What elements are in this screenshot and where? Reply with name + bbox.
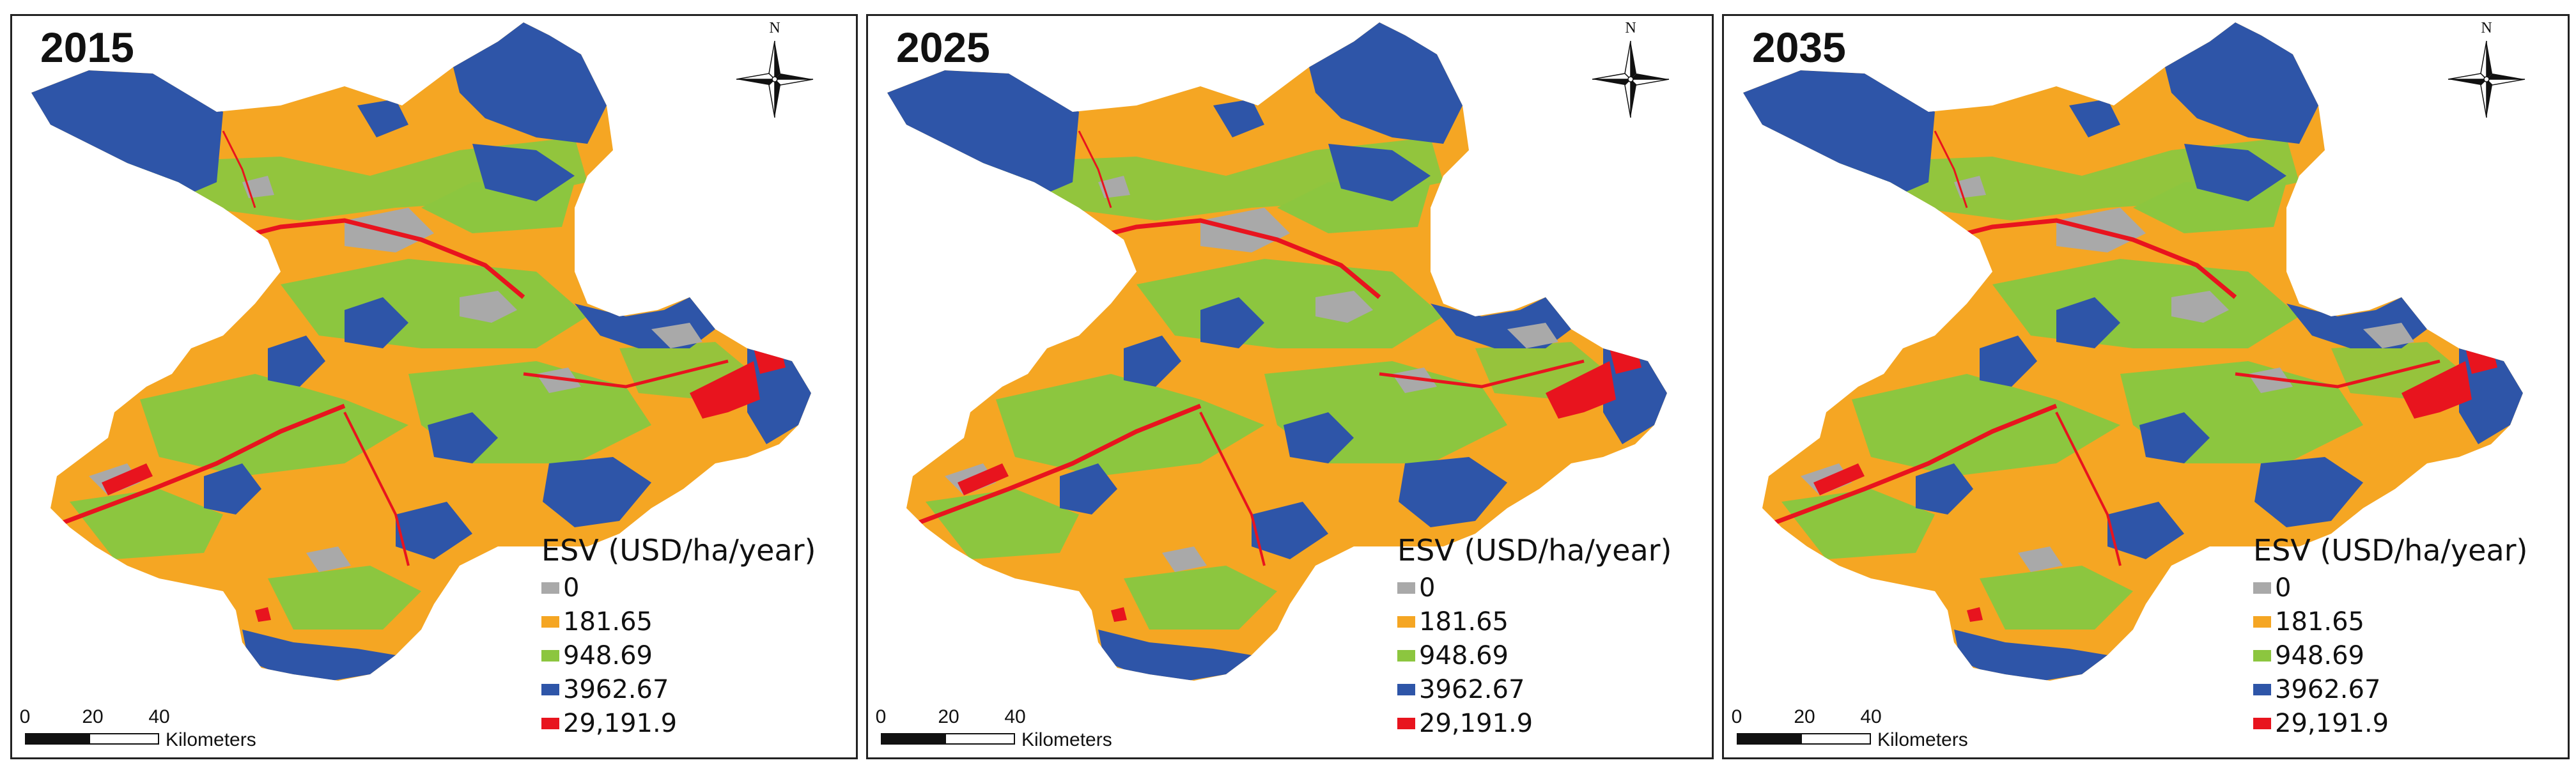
legend-label: 29,191.9 [563, 709, 678, 739]
scale-bar-graphic [881, 733, 1015, 745]
legend-label: 0 [563, 573, 580, 603]
scale-unit: Kilometers [1877, 729, 1968, 750]
scale-segment-white [1801, 733, 1871, 745]
scale-tick-40: 40 [148, 706, 170, 727]
scale-tick-20: 20 [938, 706, 959, 727]
legend-item-181-65: 181.65 [541, 605, 848, 639]
compass-north-arrow-icon [1592, 40, 1670, 118]
scale-bar: 0 20 40 Kilometers [1732, 706, 2000, 757]
legend-label: 181.65 [563, 607, 653, 637]
legend-label: 948.69 [2275, 641, 2364, 671]
map-panel-2025: 2025 N ESV (USD/ha/year) 0 181.65 948.69 [866, 14, 1714, 759]
legend-label: 948.69 [1419, 641, 1509, 671]
legend-item-29191-9: 29,191.9 [1397, 707, 1704, 741]
legend-item-3962-67: 3962.67 [541, 673, 848, 707]
scale-segment-black [1737, 733, 1801, 745]
legend-title: ESV (USD/ha/year) [541, 533, 816, 568]
scale-segment-black [25, 733, 89, 745]
north-arrow: N [1589, 20, 1672, 122]
scale-tick-40: 40 [1004, 706, 1026, 727]
legend-label: 3962.67 [1419, 675, 1525, 705]
compass-north-arrow-icon [2448, 40, 2526, 118]
legend-label: 29,191.9 [1419, 709, 1533, 739]
legend-label: 29,191.9 [2275, 709, 2389, 739]
legend-swatch [2253, 718, 2271, 730]
scale-bar-graphic [1737, 733, 1871, 745]
scale-tick-20: 20 [1794, 706, 1815, 727]
scale-unit: Kilometers [1021, 729, 1112, 750]
legend-label: 0 [1419, 573, 1436, 603]
legend-item-948-69: 948.69 [2253, 639, 2560, 673]
north-arrow: N [2445, 20, 2528, 122]
north-label: N [769, 20, 780, 36]
legend-swatch [541, 718, 559, 730]
legend-item-0: 0 [2253, 571, 2560, 605]
legend-title: ESV (USD/ha/year) [1397, 533, 1672, 568]
legend-label: 0 [2275, 573, 2292, 603]
legend-label: 3962.67 [563, 675, 669, 705]
scale-bar-graphic [25, 733, 159, 745]
scale-unit: Kilometers [166, 729, 256, 750]
legend-swatch [1397, 616, 1415, 628]
legend-swatch [541, 616, 559, 628]
legend-item-181-65: 181.65 [1397, 605, 1704, 639]
legend-swatch [541, 650, 559, 662]
legend-item-29191-9: 29,191.9 [2253, 707, 2560, 741]
north-label: N [2481, 20, 2492, 36]
legend-item-0: 0 [541, 571, 848, 605]
legend-title: ESV (USD/ha/year) [2253, 533, 2528, 568]
legend-swatch [1397, 684, 1415, 696]
panel-year-label: 2015 [40, 24, 134, 71]
legend-swatch [2253, 616, 2271, 628]
scale-tick-0: 0 [1731, 706, 1742, 727]
scale-tick-0: 0 [875, 706, 887, 727]
north-arrow: N [733, 20, 816, 122]
legend-label: 181.65 [2275, 607, 2364, 637]
legend-swatch [541, 582, 559, 594]
panel-year-label: 2025 [896, 24, 990, 71]
map-panel-2035: 2035 N ESV (USD/ha/year) 0 181.65 948.69 [1722, 14, 2570, 759]
scale-segment-black [881, 733, 945, 745]
scale-tick-0: 0 [19, 706, 31, 727]
legend-swatch [541, 684, 559, 696]
legend-item-3962-67: 3962.67 [2253, 673, 2560, 707]
legend-label: 3962.67 [2275, 675, 2381, 705]
legend-swatch [2253, 684, 2271, 696]
legend: ESV (USD/ha/year) 0 181.65 948.69 3962.6… [541, 534, 848, 741]
legend-swatch [1397, 718, 1415, 730]
legend-item-181-65: 181.65 [2253, 605, 2560, 639]
scale-tick-40: 40 [1860, 706, 1882, 727]
scale-segment-white [89, 733, 159, 745]
scale-bar: 0 20 40 Kilometers [876, 706, 1144, 757]
legend-item-948-69: 948.69 [1397, 639, 1704, 673]
legend-swatch [2253, 582, 2271, 594]
legend-item-948-69: 948.69 [541, 639, 848, 673]
compass-north-arrow-icon [736, 40, 814, 118]
legend-swatch [1397, 582, 1415, 594]
map-panel-2015: 2015 N ESV (USD/ha/year) 0 181.65 948.69 [10, 14, 858, 759]
legend-swatch [1397, 650, 1415, 662]
scale-tick-20: 20 [82, 706, 104, 727]
legend-item-29191-9: 29,191.9 [541, 707, 848, 741]
legend-item-0: 0 [1397, 571, 1704, 605]
legend-swatch [2253, 650, 2271, 662]
legend: ESV (USD/ha/year) 0 181.65 948.69 3962.6… [1397, 534, 1704, 741]
legend-label: 948.69 [563, 641, 653, 671]
legend-item-3962-67: 3962.67 [1397, 673, 1704, 707]
north-label: N [1625, 20, 1636, 36]
scale-segment-white [945, 733, 1015, 745]
panel-year-label: 2035 [1752, 24, 1846, 71]
scale-bar: 0 20 40 Kilometers [20, 706, 288, 757]
legend-label: 181.65 [1419, 607, 1509, 637]
legend: ESV (USD/ha/year) 0 181.65 948.69 3962.6… [2253, 534, 2560, 741]
